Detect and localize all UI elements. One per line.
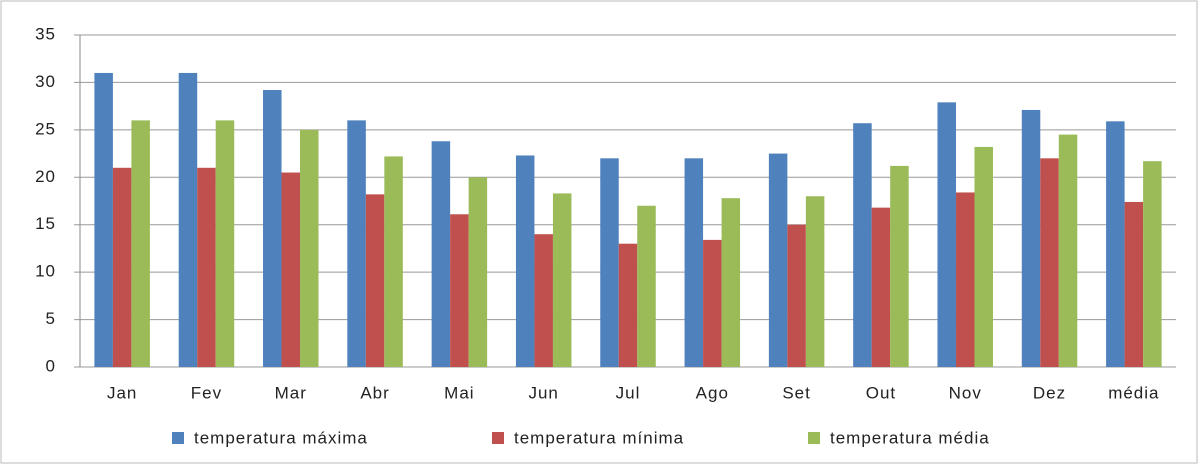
bar <box>552 193 572 367</box>
bar <box>805 196 825 367</box>
bar <box>637 205 656 367</box>
bar <box>263 90 282 367</box>
bar <box>1124 201 1144 367</box>
bar <box>1143 161 1162 367</box>
y-tick-label: 10 <box>35 262 56 281</box>
x-tick-label: Mai <box>444 383 474 402</box>
y-tick-label: 0 <box>46 356 56 375</box>
bar <box>684 158 704 367</box>
y-tick-label: 5 <box>46 309 56 328</box>
bar <box>1040 158 1059 367</box>
bar <box>112 167 132 367</box>
x-tick-label: Dez <box>1033 383 1066 402</box>
bar <box>431 141 451 367</box>
bar <box>347 120 366 367</box>
legend-label: temperatura mínima <box>514 428 684 447</box>
bar <box>515 155 535 367</box>
x-tick-label: Mar <box>275 383 307 402</box>
bar <box>600 158 619 367</box>
bar <box>300 129 319 367</box>
bar <box>871 207 891 367</box>
bar <box>94 72 113 367</box>
legend-label: temperatura máxima <box>194 428 368 447</box>
y-tick-label: 15 <box>35 214 56 233</box>
bar <box>768 153 788 367</box>
bar <box>131 120 150 367</box>
bar <box>955 192 975 367</box>
bar <box>468 177 488 367</box>
x-tick-label: Out <box>866 383 896 402</box>
bar <box>215 120 235 367</box>
bar <box>787 224 806 367</box>
y-tick-label: 35 <box>35 24 56 43</box>
bar <box>937 102 956 367</box>
bar <box>618 243 638 367</box>
x-tick-label: Ago <box>696 383 729 402</box>
bar <box>890 165 909 367</box>
bar <box>721 198 741 367</box>
bar <box>703 239 722 367</box>
bar <box>365 194 385 367</box>
bar <box>1058 134 1078 367</box>
bar <box>1021 109 1041 368</box>
bar <box>974 146 993 367</box>
y-tick-label: 30 <box>35 72 56 91</box>
bar <box>450 214 469 367</box>
bar <box>534 234 553 367</box>
y-tick-label: 20 <box>35 167 56 186</box>
x-tick-label: Jul <box>616 383 641 402</box>
x-tick-label: Fev <box>191 383 222 402</box>
legend-swatch <box>808 432 820 444</box>
bar <box>1106 121 1125 367</box>
x-tick-label: Jun <box>528 383 558 402</box>
legend-swatch <box>172 432 184 444</box>
bar <box>384 156 403 367</box>
legend-label: temperatura média <box>830 428 990 447</box>
legend-swatch <box>492 432 504 444</box>
x-tick-label: média <box>1108 383 1159 402</box>
x-tick-label: Nov <box>949 383 982 402</box>
bar <box>178 72 198 367</box>
x-tick-label: Jan <box>107 383 137 402</box>
bar <box>281 172 301 367</box>
x-tick-label: Abr <box>360 383 389 402</box>
bar <box>853 123 872 368</box>
bar <box>197 167 216 367</box>
x-tick-label: Set <box>782 383 811 402</box>
y-tick-label: 25 <box>35 119 56 138</box>
